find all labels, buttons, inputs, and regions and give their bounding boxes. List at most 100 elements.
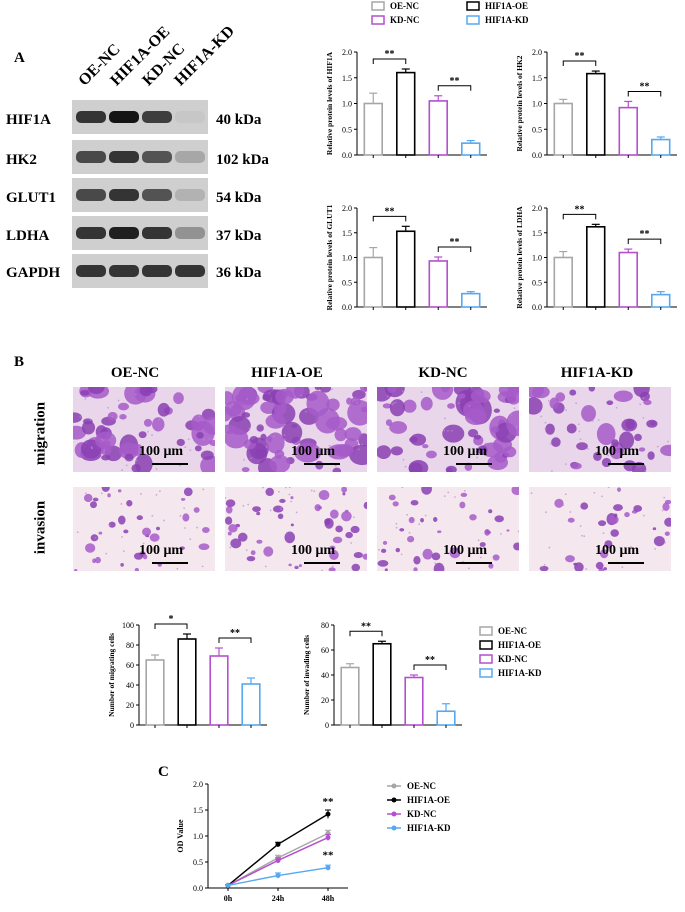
scale-bar — [304, 463, 340, 465]
cell — [596, 423, 616, 446]
sig-bracket — [562, 213, 597, 220]
wb-kda-label: 37 kDa — [216, 228, 262, 244]
cell — [95, 431, 117, 450]
wb-kda-label: 36 kDa — [216, 265, 262, 281]
cell — [225, 516, 233, 525]
pore — [544, 421, 547, 424]
pore — [404, 465, 407, 468]
y-tick-label: 1.5 — [342, 74, 352, 83]
cell — [284, 531, 296, 544]
cell — [413, 555, 421, 565]
sig-mark: ** — [323, 850, 335, 862]
pore — [402, 458, 405, 461]
cell — [613, 390, 633, 402]
cell — [384, 568, 388, 571]
cell — [511, 487, 519, 496]
cell — [225, 428, 249, 449]
cell — [487, 454, 509, 471]
bar — [461, 142, 481, 156]
sig-mark: ** — [640, 229, 650, 240]
cell — [613, 513, 618, 518]
pore — [443, 495, 446, 498]
cell — [260, 433, 267, 441]
cell — [200, 450, 214, 460]
pore — [408, 531, 411, 534]
scale-bar-label: 100 μm — [291, 444, 336, 459]
legend-swatch — [371, 1, 385, 11]
pore — [184, 446, 187, 449]
pore — [378, 548, 380, 551]
scale-bar-label: 100 μm — [291, 543, 336, 558]
cell — [346, 397, 353, 405]
pore — [125, 464, 128, 467]
cell — [126, 500, 133, 507]
cell — [529, 397, 543, 415]
pore — [447, 429, 449, 432]
cell — [566, 423, 577, 434]
sig-mark: ** — [361, 621, 371, 632]
pore — [121, 469, 124, 471]
y-tick-label: 100 — [122, 621, 134, 630]
cell — [290, 523, 294, 527]
cell — [108, 521, 116, 528]
y-tick-label: 0.0 — [342, 151, 352, 160]
cell — [294, 442, 322, 463]
cell — [613, 504, 623, 511]
pore — [591, 419, 594, 422]
legend-swatch — [479, 626, 493, 636]
sig-bracket — [218, 637, 252, 643]
sig-mark: * — [169, 614, 174, 625]
wb-band — [142, 227, 172, 239]
cell — [252, 506, 261, 512]
wb-kda-label: 54 kDa — [216, 190, 262, 206]
cell — [513, 542, 519, 551]
scale-bar — [608, 562, 644, 564]
y-tick-label: 40 — [126, 681, 134, 690]
pore — [158, 418, 161, 421]
x-tick-label: 24h — [272, 894, 285, 903]
cell — [241, 412, 251, 418]
cell-field — [225, 487, 367, 571]
row-label-invasion: invasion — [32, 500, 49, 555]
cell — [413, 567, 418, 571]
pore — [622, 428, 625, 431]
sig-bracket — [372, 58, 407, 64]
cell — [652, 527, 657, 531]
pore — [100, 492, 103, 495]
pore — [266, 440, 269, 443]
cell — [182, 513, 190, 522]
pore — [105, 552, 108, 555]
cell — [624, 512, 630, 518]
cell — [407, 535, 415, 543]
cell — [634, 433, 642, 442]
cell — [409, 436, 418, 443]
pore — [500, 533, 502, 535]
pore — [89, 419, 92, 422]
pore — [564, 463, 567, 466]
pore — [135, 459, 138, 462]
pore — [565, 409, 568, 411]
pore — [310, 489, 313, 492]
wb-blot-image — [72, 100, 208, 288]
bar — [618, 251, 638, 308]
cell — [120, 563, 124, 567]
cell — [389, 399, 405, 417]
legend-mid: OE-NC HIF1A-OE KD-NC HIF1A-KD — [478, 625, 578, 685]
cell — [82, 418, 93, 425]
sig-mark: ** — [640, 81, 650, 92]
cell — [408, 516, 415, 524]
bar-chart-glut1: Relative protein levels of GLUT1 0.0 0.5 1.… — [325, 204, 487, 312]
pore — [352, 516, 355, 519]
cell — [194, 445, 202, 452]
scale-bar-label: 100 μm — [139, 543, 184, 558]
cell — [576, 442, 588, 451]
cell — [298, 564, 302, 568]
cell — [604, 540, 613, 549]
cell — [554, 498, 564, 508]
cell — [275, 388, 294, 405]
panel-label-b: B — [14, 354, 25, 370]
y-tick-label: 1.5 — [193, 806, 203, 815]
cell — [133, 552, 144, 560]
cell — [638, 447, 646, 452]
cell — [118, 442, 139, 460]
